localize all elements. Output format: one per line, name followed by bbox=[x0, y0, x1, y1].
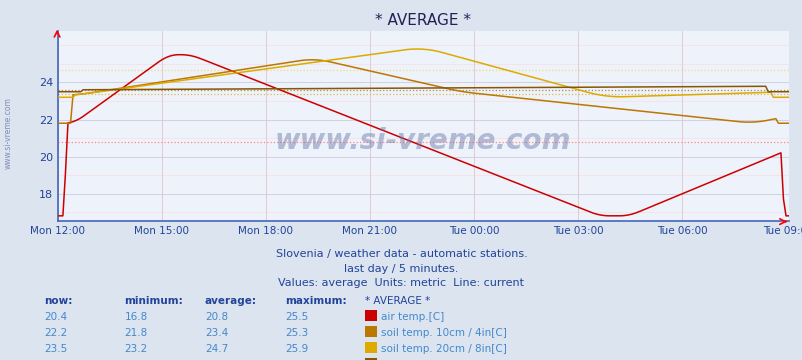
Text: Slovenia / weather data - automatic stations.: Slovenia / weather data - automatic stat… bbox=[275, 249, 527, 260]
Text: minimum:: minimum: bbox=[124, 296, 183, 306]
Text: average:: average: bbox=[205, 296, 257, 306]
Text: 25.5: 25.5 bbox=[285, 312, 308, 322]
Title: * AVERAGE *: * AVERAGE * bbox=[375, 13, 471, 28]
Text: last day / 5 minutes.: last day / 5 minutes. bbox=[344, 264, 458, 274]
Text: 23.5: 23.5 bbox=[44, 344, 67, 354]
Text: soil temp. 20cm / 8in[C]: soil temp. 20cm / 8in[C] bbox=[381, 344, 507, 354]
Text: now:: now: bbox=[44, 296, 72, 306]
Text: 25.3: 25.3 bbox=[285, 328, 308, 338]
Text: maximum:: maximum: bbox=[285, 296, 346, 306]
Text: air temp.[C]: air temp.[C] bbox=[381, 312, 444, 322]
Text: 25.9: 25.9 bbox=[285, 344, 308, 354]
Text: 24.7: 24.7 bbox=[205, 344, 228, 354]
Text: soil temp. 10cm / 4in[C]: soil temp. 10cm / 4in[C] bbox=[381, 328, 507, 338]
Text: Values: average  Units: metric  Line: current: Values: average Units: metric Line: curr… bbox=[278, 278, 524, 288]
Text: 23.2: 23.2 bbox=[124, 344, 148, 354]
Text: www.si-vreme.com: www.si-vreme.com bbox=[274, 127, 571, 155]
Text: 16.8: 16.8 bbox=[124, 312, 148, 322]
Text: 20.4: 20.4 bbox=[44, 312, 67, 322]
Text: 22.2: 22.2 bbox=[44, 328, 67, 338]
Text: * AVERAGE *: * AVERAGE * bbox=[365, 296, 430, 306]
Text: 23.4: 23.4 bbox=[205, 328, 228, 338]
Text: 20.8: 20.8 bbox=[205, 312, 228, 322]
Text: www.si-vreme.com: www.si-vreme.com bbox=[3, 97, 13, 169]
Text: 21.8: 21.8 bbox=[124, 328, 148, 338]
